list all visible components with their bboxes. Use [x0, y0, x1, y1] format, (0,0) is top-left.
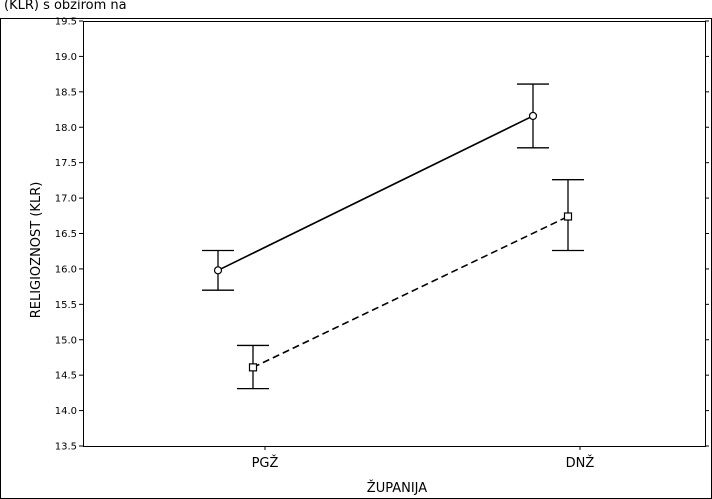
series-line [217, 115, 534, 272]
y-tick-label: 19.0 [55, 52, 77, 63]
y-tick-label: 18.5 [55, 87, 77, 98]
y-tick-label: 17.5 [55, 158, 77, 169]
outer-frame [0, 18, 712, 499]
plot-area [83, 21, 706, 447]
y-tick-label: 16.5 [55, 229, 77, 240]
y-axis-label: RELIGIOZNOST (KLR) [29, 182, 44, 319]
y-axis-ticks: 13.5 14.0 14.5 15.0 15.5 16.0 16.5 17.0 17.5 18.0… [55, 17, 709, 453]
x-tick-label: DNŽ [566, 455, 595, 471]
y-tick-label: 14.5 [55, 371, 77, 382]
series-group [202, 83, 584, 390]
x-axis-categories: PGŽ DNŽ [252, 446, 595, 471]
y-tick-label: 18.0 [55, 123, 77, 134]
series-2 [237, 179, 584, 390]
y-tick-label: 16.0 [55, 264, 77, 275]
y-tick-label: 19.5 [55, 17, 77, 28]
plot-frame [83, 21, 706, 447]
data-point [248, 363, 258, 372]
data-point [213, 266, 223, 275]
data-point [563, 212, 573, 221]
y-tick-label: 13.5 [55, 442, 77, 453]
data-point [528, 111, 538, 121]
x-tick-label: PGŽ [252, 455, 279, 471]
y-tick-label: 17.0 [55, 194, 77, 205]
y-tick-label: 15.5 [55, 300, 77, 311]
series-line [252, 215, 569, 369]
x-axis-label: ŽUPANIJA [367, 480, 427, 496]
y-tick-label: 14.0 [55, 406, 77, 417]
header-fragment: (KLR) s obzirom na [4, 0, 127, 13]
y-tick-label: 15.0 [55, 335, 77, 346]
series-1 [202, 83, 549, 291]
